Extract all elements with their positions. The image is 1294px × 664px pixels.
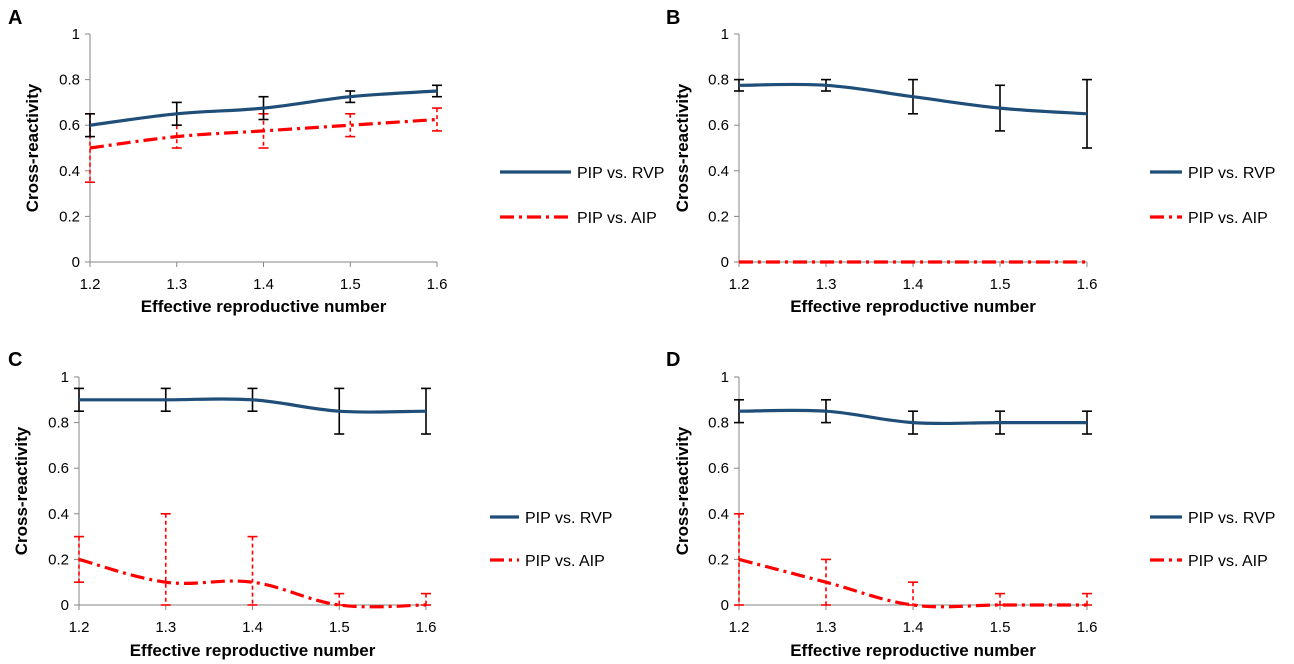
legend: PIP vs. RVP PIP vs. AIP (490, 510, 612, 570)
x-tick-label: 1.4 (903, 276, 924, 293)
legend-item: PIP vs. RVP (1150, 510, 1275, 527)
chart-panel-b: B 0 0.2 0.4 0.6 0.8 1 1.2 1.3 1.4 1.5 1.6 Effective … (666, 7, 1275, 316)
legend: PIP vs. RVP PIP vs. AIP (500, 165, 664, 227)
y-tick-label: 0.6 (59, 117, 80, 134)
y-tick-label: 1 (61, 369, 69, 386)
series-pip-vs-rvp (734, 78, 1092, 149)
x-tick-label: 1.5 (990, 619, 1011, 636)
y-tick-label: 0.6 (48, 460, 69, 477)
legend: PIP vs. RVP PIP vs. AIP (1150, 165, 1275, 227)
series-pip-vs-rvp (734, 398, 1092, 435)
series-pip-vs-aip (734, 512, 1092, 609)
y-tick-label: 0.4 (708, 506, 729, 523)
legend-item: PIP vs. AIP (1150, 210, 1268, 227)
x-axis-title: Effective reproductive number (790, 297, 1036, 316)
series-line (738, 557, 1088, 609)
y-tick-label: 0.8 (708, 72, 729, 89)
panel-letter: B (666, 7, 680, 29)
series-line (89, 117, 438, 150)
x-tick-label: 1.3 (816, 276, 837, 293)
panel-letter: A (8, 7, 22, 29)
x-tick-label: 1.6 (1077, 276, 1098, 293)
chart-panel-d: D 0 0.2 0.4 0.6 0.8 1 1.2 1.3 1.4 1.5 1.6 Effective … (666, 349, 1275, 660)
y-axis-title: Cross-reactivity (23, 83, 42, 212)
y-tick-label: 0 (721, 254, 729, 271)
legend-item: PIP vs. RVP (490, 510, 612, 527)
legend-item: PIP vs. AIP (1150, 553, 1268, 570)
y-tick-label: 0.2 (48, 551, 69, 568)
x-tick-label: 1.2 (729, 619, 750, 636)
legend-label: PIP vs. AIP (1188, 553, 1268, 570)
x-tick-label: 1.5 (340, 276, 361, 293)
x-tick-label: 1.6 (427, 276, 448, 293)
x-tick-label: 1.6 (416, 619, 437, 636)
y-tick-label: 1 (721, 369, 729, 386)
legend-item: PIP vs. AIP (490, 553, 605, 570)
legend-label: PIP vs. AIP (1188, 210, 1268, 227)
x-tick-label: 1.5 (990, 276, 1011, 293)
x-tick-label: 1.4 (903, 619, 924, 636)
y-tick-label: 1 (721, 26, 729, 43)
legend-item: PIP vs. RVP (500, 165, 664, 182)
y-tick-label: 0.6 (708, 117, 729, 134)
panel-letter: C (8, 349, 22, 371)
x-axis-title: Effective reproductive number (790, 641, 1036, 660)
y-tick-label: 0.4 (708, 163, 729, 180)
x-tick-label: 1.5 (329, 619, 350, 636)
series-line (89, 89, 438, 127)
y-tick-label: 0.4 (48, 506, 69, 523)
x-tick-label: 1.2 (729, 276, 750, 293)
y-tick-label: 0 (721, 597, 729, 614)
y-tick-label: 0 (72, 254, 80, 271)
x-tick-label: 1.3 (816, 619, 837, 636)
x-tick-label: 1.6 (1077, 619, 1098, 636)
series-pip-vs-rvp (85, 84, 442, 138)
legend-item: PIP vs. RVP (1150, 165, 1275, 182)
y-axis-title: Cross-reactivity (673, 83, 692, 212)
y-axis-title: Cross-reactivity (673, 426, 692, 555)
series-pip-vs-aip (74, 512, 431, 609)
y-tick-label: 0.8 (708, 415, 729, 432)
chart-panel-c: C 0 0.2 0.4 0.6 0.8 1 1.2 1.3 1.4 1.5 1.6 Effective … (8, 349, 612, 660)
y-tick-label: 0.2 (59, 208, 80, 225)
y-tick-label: 0.6 (708, 460, 729, 477)
legend-item: PIP vs. AIP (500, 210, 657, 227)
legend-label: PIP vs. RVP (577, 165, 664, 182)
legend-label: PIP vs. AIP (525, 553, 605, 570)
legend-label: PIP vs. RVP (1188, 165, 1275, 182)
series-line (738, 82, 1088, 116)
x-tick-label: 1.2 (69, 619, 90, 636)
series-pip-vs-rvp (74, 387, 431, 435)
series-line (78, 557, 427, 609)
x-tick-label: 1.3 (155, 619, 176, 636)
chart-panel-a: A 0 0.2 0.4 0.6 0.8 1 1.2 1.3 1.4 1.5 1.6 Effective … (8, 7, 664, 316)
y-tick-label: 0.2 (708, 551, 729, 568)
y-tick-label: 0 (61, 597, 69, 614)
x-tick-label: 1.2 (80, 276, 101, 293)
y-tick-label: 1 (72, 26, 80, 43)
y-axis-title: Cross-reactivity (12, 426, 31, 555)
y-tick-label: 0.2 (708, 208, 729, 225)
y-tick-label: 0.4 (59, 163, 80, 180)
x-tick-label: 1.4 (242, 619, 263, 636)
y-tick-label: 0.8 (48, 415, 69, 432)
x-axis-title: Effective reproductive number (141, 297, 387, 316)
legend-label: PIP vs. AIP (577, 210, 657, 227)
series-line (79, 397, 427, 414)
x-tick-label: 1.4 (253, 276, 274, 293)
panel-letter: D (666, 349, 680, 371)
legend-label: PIP vs. RVP (525, 510, 612, 527)
legend-label: PIP vs. RVP (1188, 510, 1275, 527)
y-tick-label: 0.8 (59, 72, 80, 89)
x-axis-title: Effective reproductive number (130, 641, 376, 660)
x-tick-label: 1.3 (166, 276, 187, 293)
legend: PIP vs. RVP PIP vs. AIP (1150, 510, 1275, 570)
series-line (738, 408, 1087, 426)
